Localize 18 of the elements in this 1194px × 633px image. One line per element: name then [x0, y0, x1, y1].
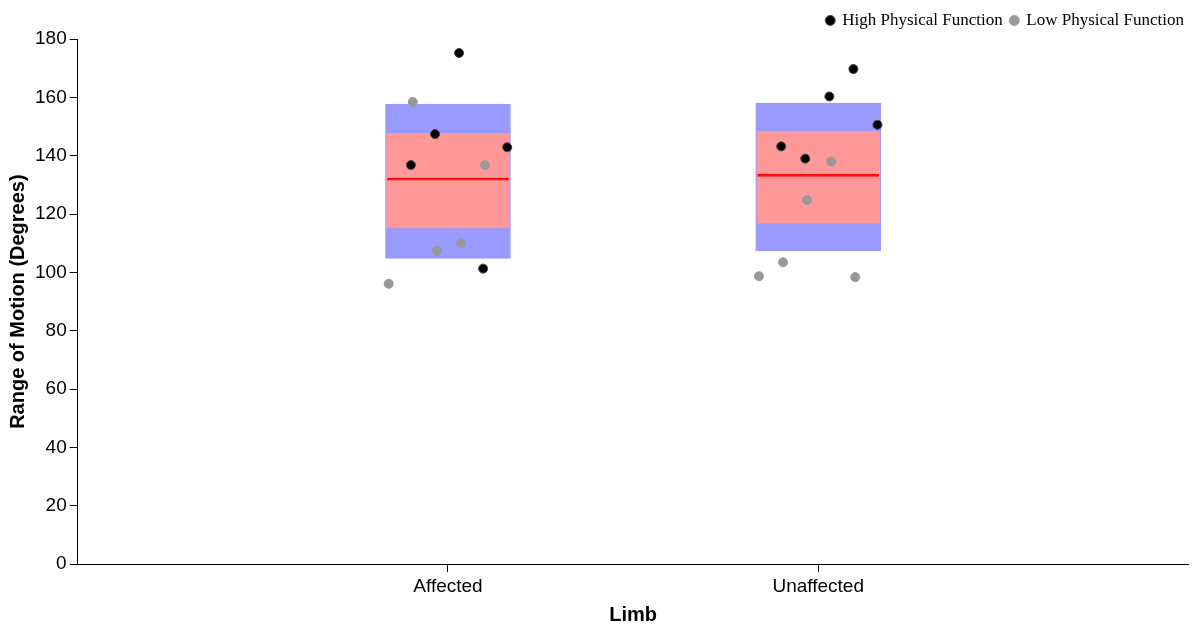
y-axis-title: Range of Motion (Degrees)	[5, 174, 28, 429]
y-tick-label: 0	[56, 552, 67, 574]
bar	[756, 130, 881, 224]
y-tick-label: 80	[45, 319, 67, 341]
y-tick-label: 100	[35, 260, 67, 282]
y-tick-label: 60	[45, 377, 67, 399]
y-tick-label: 40	[45, 435, 67, 457]
y-tick-label: 160	[35, 85, 67, 107]
y-tick-label: 140	[35, 143, 67, 165]
y-tick-label: 20	[45, 494, 67, 516]
legend-label: High Physical Function	[842, 9, 1004, 29]
x-tick-label: Unaffected	[772, 574, 865, 596]
x-tick-label: Affected	[413, 574, 483, 596]
x-axis-title: Limb	[609, 602, 657, 625]
bar	[386, 132, 510, 229]
y-tick-label: 180	[35, 27, 67, 49]
legend-label: Low Physical Function	[1026, 9, 1185, 29]
y-tick-label: 120	[35, 202, 67, 224]
